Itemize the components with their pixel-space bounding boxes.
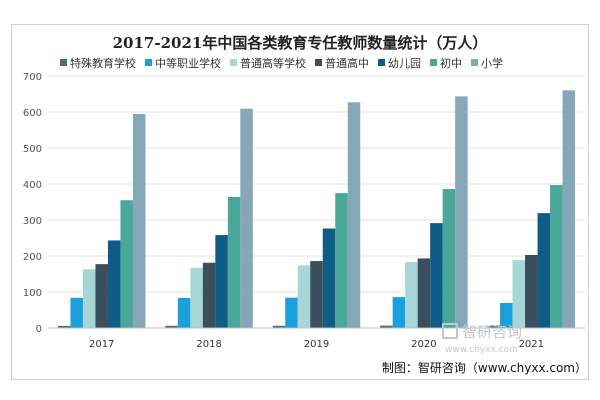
- bar: [297, 265, 311, 328]
- y-tick-label: 200: [23, 252, 42, 263]
- watermark: 智研咨询 www.chyxx.com: [442, 323, 522, 355]
- bar: [405, 262, 418, 328]
- y-tick-label: 700: [23, 72, 42, 83]
- bar: [455, 96, 468, 328]
- bar: [550, 185, 563, 328]
- y-tick-label: 100: [23, 288, 42, 299]
- bar: [562, 90, 576, 328]
- bar: [82, 269, 96, 328]
- bar: [525, 254, 538, 328]
- legend-swatch: [378, 59, 385, 66]
- bar: [500, 302, 513, 328]
- y-tick-label: 400: [23, 180, 42, 191]
- bar: [177, 297, 191, 328]
- y-tick-label: 300: [23, 216, 42, 227]
- legend-label: 特殊教育学校: [70, 56, 136, 70]
- watermark-url: www.chyxx.com: [445, 345, 518, 355]
- bar: [322, 228, 336, 328]
- bar: [380, 325, 393, 328]
- legend-label: 幼儿园: [388, 57, 421, 70]
- bar: [57, 325, 71, 328]
- x-tick-label: 2017: [89, 339, 114, 350]
- x-tick-label: 2020: [411, 339, 436, 350]
- bar: [215, 235, 228, 328]
- bar: [202, 262, 216, 328]
- legend-swatch: [430, 59, 437, 66]
- legend-label: 普通高中: [325, 56, 369, 70]
- bar: [512, 260, 526, 328]
- x-tick-label: 2019: [304, 339, 329, 350]
- chart-title: 2017-2021年中国各类教育专任教师数量统计（万人）: [113, 34, 488, 52]
- legend-swatch: [60, 59, 67, 66]
- bar: [107, 240, 121, 328]
- y-tick-label: 500: [23, 144, 42, 155]
- axes: 0 100 200 300 400 500 600 700 2017 2018 2019 2020 20…: [23, 72, 585, 350]
- bar: [190, 267, 203, 328]
- bar: [95, 264, 108, 328]
- x-tick-label: 2018: [196, 339, 221, 350]
- legend-label: 中等职业学校: [155, 56, 221, 70]
- legend-label: 初中: [440, 56, 462, 70]
- bar: [430, 223, 443, 328]
- bar: [417, 258, 431, 328]
- bar: [132, 113, 146, 328]
- y-tick-label: 0: [36, 324, 42, 335]
- source-credit: 制图：智研咨询（www.chyxx.com）: [382, 360, 587, 375]
- bar: [537, 213, 551, 328]
- legend-swatch: [471, 59, 478, 66]
- bar: [392, 297, 406, 328]
- bar: [227, 196, 241, 328]
- bar: [487, 325, 501, 328]
- bar: [70, 297, 83, 328]
- legend-swatch: [145, 59, 152, 66]
- bar: [310, 261, 323, 328]
- bar: [272, 325, 286, 328]
- bar: [165, 325, 178, 328]
- watermark-text: 智研咨询: [462, 323, 522, 341]
- bar: [120, 200, 133, 328]
- bar: [285, 297, 298, 328]
- legend-label: 普通高等学校: [240, 56, 306, 70]
- legend-swatch: [230, 59, 237, 66]
- watermark-logo-icon: [442, 323, 458, 339]
- bar: [347, 102, 361, 328]
- bar: [442, 189, 456, 328]
- x-tick-label: 2021: [519, 339, 544, 350]
- y-tick-label: 600: [23, 108, 42, 119]
- legend-label: 小学: [481, 56, 503, 70]
- bars: [57, 90, 576, 328]
- bar: [240, 108, 253, 328]
- bar: [335, 193, 348, 328]
- legend-swatch: [315, 59, 322, 66]
- legend: 特殊教育学校 中等职业学校 普通高等学校 普通高中 幼儿园 初中 小学: [60, 56, 503, 70]
